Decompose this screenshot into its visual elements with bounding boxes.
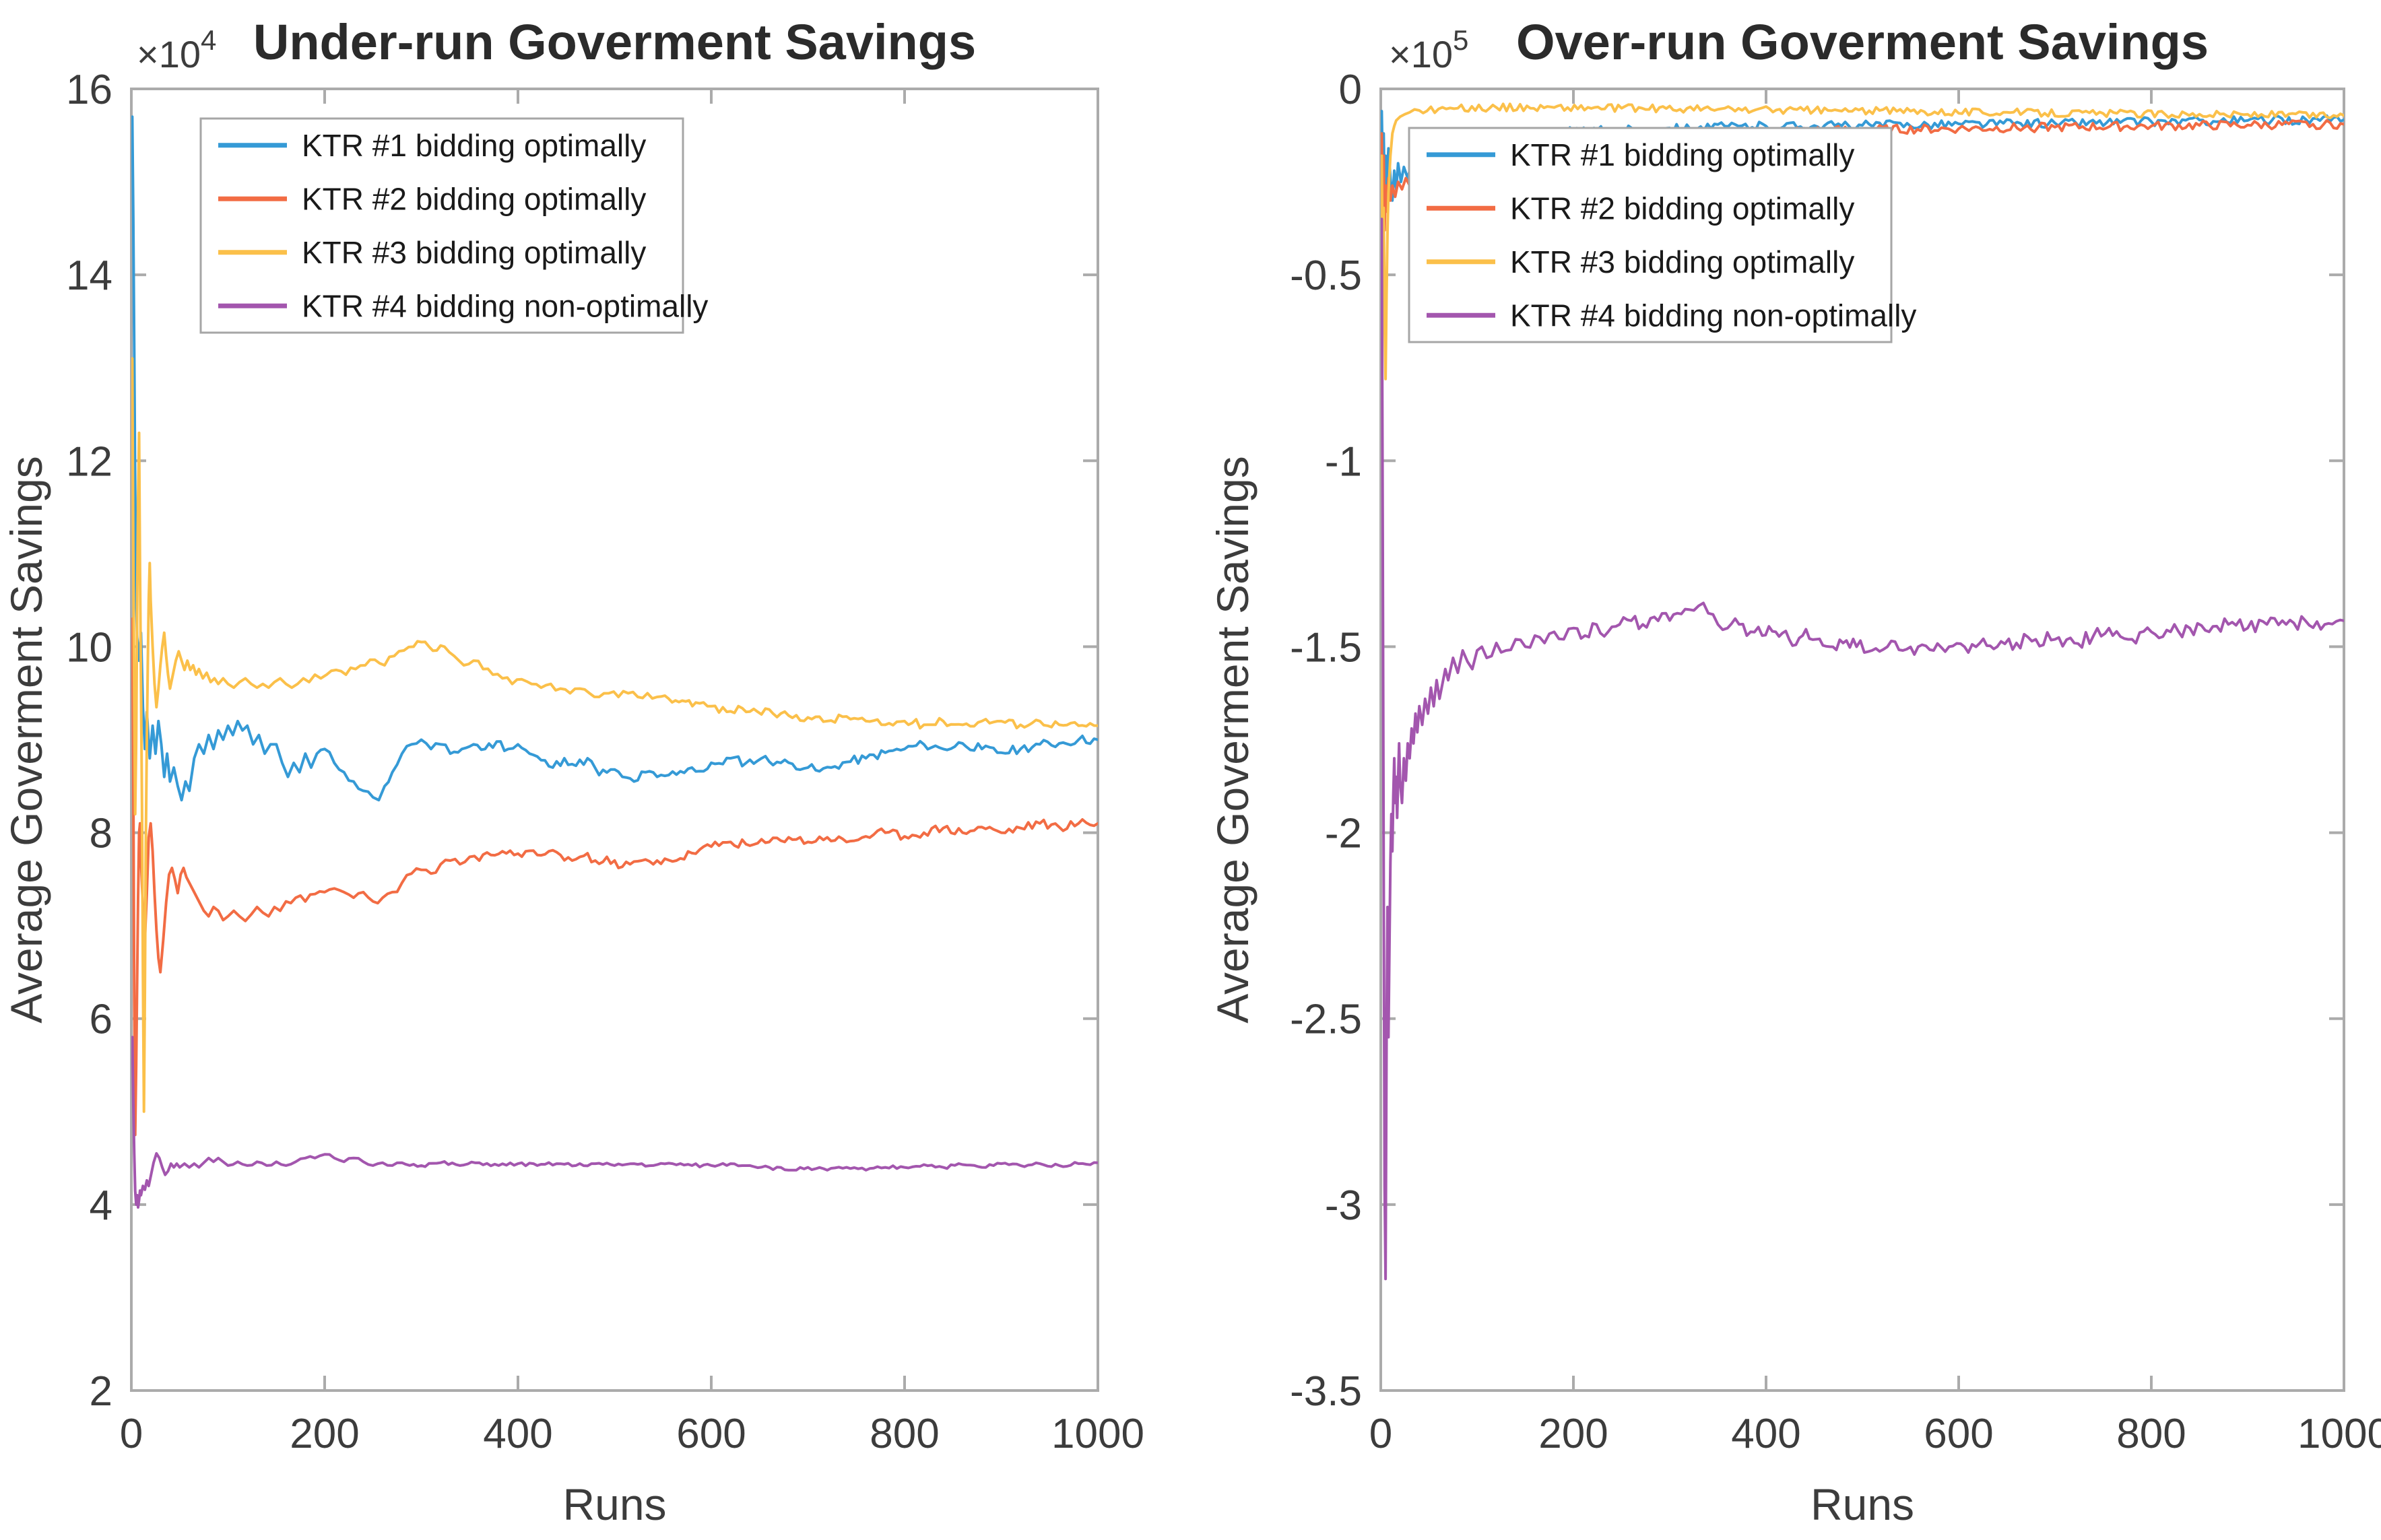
- y-tick-label: -3: [1325, 1182, 1362, 1229]
- over-run-plot: 0 200 400 600 800 1000 0 -0.5 -1 -1.5 -2 -2.5 -3 -3.5…: [1208, 14, 2381, 1529]
- legend-box: [199, 117, 684, 334]
- x-tick-label: 0: [120, 1411, 143, 1457]
- under-run-chart: 0 200 400 600 800 1000 2 4 6 8 10 12 14 16 ×104 Under-r…: [0, 0, 1190, 1540]
- x-tick-label: 800: [870, 1411, 939, 1457]
- y-tick-label: 4: [90, 1182, 112, 1229]
- x-tick-label: 800: [2116, 1411, 2186, 1457]
- y-tick-label: -2: [1325, 811, 1362, 857]
- legend-label-ktr4: KTR #4 bidding non-optimally: [1510, 298, 1916, 333]
- legend-label-ktr4: KTR #4 bidding non-optimally: [302, 288, 708, 323]
- x-tick-label: 600: [676, 1411, 746, 1457]
- y-tick-label: -2.5: [1290, 997, 1362, 1043]
- x-axis-label: Runs: [1811, 1479, 1914, 1529]
- axis-exponent-label: ×105: [1389, 24, 1468, 75]
- legend: KTR #1 bidding optimally KTR #2 bidding o…: [199, 117, 708, 334]
- series-line-ktr1: [131, 115, 1098, 802]
- x-tick-label: 200: [1538, 1411, 1608, 1457]
- series-line-ktr3: [1381, 102, 2344, 380]
- under-run-plot: 0 200 400 600 800 1000 2 4 6 8 10 12 14 16 ×104 Under-r…: [1, 14, 1144, 1529]
- tick-marks: [1379, 88, 2345, 1392]
- chart-title: Over-run Goverment Savings: [1516, 14, 2209, 70]
- y-tick-label: 12: [66, 438, 112, 485]
- x-tick-label: 400: [1731, 1411, 1800, 1457]
- x-tick-label: 600: [1924, 1411, 1993, 1457]
- y-tick-label: -1.5: [1290, 624, 1362, 671]
- y-tick-label: 0: [1339, 67, 1362, 113]
- legend-label-ktr3: KTR #3 bidding optimally: [1510, 244, 1854, 279]
- legend-label-ktr3: KTR #3 bidding optimally: [302, 235, 646, 270]
- y-tick-label: -1: [1325, 438, 1362, 485]
- legend: KTR #1 bidding optimally KTR #2 bidding o…: [1408, 127, 1916, 343]
- y-tick-label: 14: [66, 253, 112, 299]
- y-tick-label: 10: [66, 624, 112, 671]
- over-run-chart: 0 200 400 600 800 1000 0 -0.5 -1 -1.5 -2 -2.5 -3 -3.5…: [1190, 0, 2381, 1540]
- legend-label-ktr1: KTR #1 bidding optimally: [1510, 137, 1854, 172]
- y-axis-label: Average Goverment Savings: [1, 456, 51, 1024]
- y-tick-label: 16: [66, 67, 112, 113]
- series-line-ktr2: [131, 617, 1098, 1137]
- y-tick-label: -3.5: [1290, 1368, 1362, 1415]
- chart-title: Under-run Goverment Savings: [253, 14, 976, 70]
- y-tick-label: 2: [90, 1368, 112, 1415]
- y-tick-label: 6: [90, 997, 112, 1043]
- series-lines: [131, 115, 1098, 1209]
- x-tick-label: 200: [290, 1411, 359, 1457]
- legend-label-ktr2: KTR #2 bidding optimally: [302, 181, 646, 216]
- legend-box: [1408, 127, 1893, 343]
- x-tick-label: 1000: [2297, 1411, 2381, 1457]
- series-line-ktr4: [1381, 217, 2344, 1281]
- x-tick-label: 400: [483, 1411, 552, 1457]
- y-tick-label: 8: [90, 811, 112, 857]
- x-tick-label: 0: [1369, 1411, 1392, 1457]
- legend-label-ktr2: KTR #2 bidding optimally: [1510, 191, 1854, 226]
- axis-exponent-label: ×104: [137, 24, 216, 75]
- legend-label-ktr1: KTR #1 bidding optimally: [302, 128, 646, 163]
- x-axis-label: Runs: [562, 1479, 666, 1529]
- y-axis-label: Average Goverment Savings: [1208, 456, 1258, 1024]
- series-line-ktr3: [131, 357, 1098, 1113]
- y-tick-label: -0.5: [1290, 253, 1362, 299]
- x-tick-label: 1000: [1051, 1411, 1144, 1457]
- series-line-ktr4: [131, 1036, 1098, 1209]
